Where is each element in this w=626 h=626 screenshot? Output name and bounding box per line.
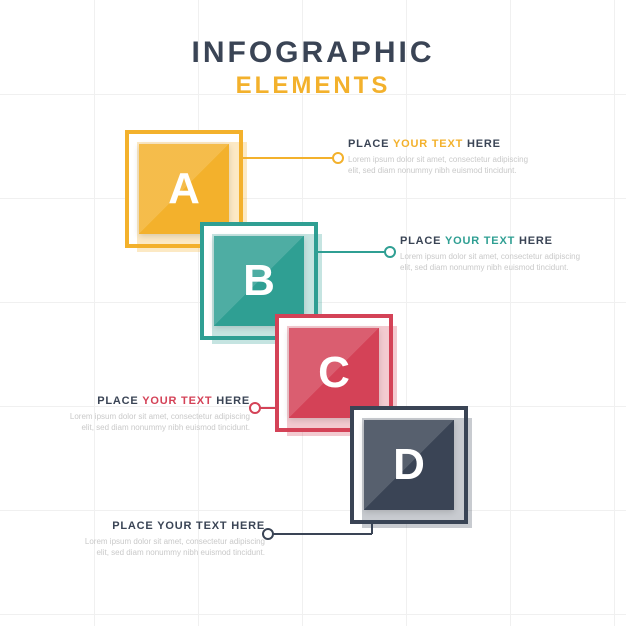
step-body: Lorem ipsum dolor sit amet, consectetur … <box>400 251 590 273</box>
step-body: Lorem ipsum dolor sit amet, consectetur … <box>75 536 265 558</box>
connector-dot <box>384 246 396 258</box>
step-body: Lorem ipsum dolor sit amet, consectetur … <box>60 411 250 433</box>
step-letter-a: A <box>139 144 229 234</box>
headline-prefix: PLACE <box>112 520 157 532</box>
headline-prefix: PLACE <box>400 235 445 247</box>
step-headline: PLACE YOUR TEXT HERE <box>60 395 250 407</box>
connector-dot <box>332 152 344 164</box>
connector-line <box>318 251 390 253</box>
headline-prefix: PLACE <box>348 138 393 150</box>
step-body: Lorem ipsum dolor sit amet, consectetur … <box>348 154 538 176</box>
connector-dot <box>249 402 261 414</box>
connector-line <box>268 533 372 535</box>
step-text-d: PLACE YOUR TEXT HERE Lorem ipsum dolor si… <box>75 520 265 558</box>
step-letter-c: C <box>289 328 379 418</box>
headline-accent: YOUR TEXT <box>393 138 463 150</box>
infographic-canvas: A PLACE YOUR TEXT HERE Lorem ipsum dolor s… <box>0 0 626 626</box>
step-text-a: PLACE YOUR TEXT HERE Lorem ipsum dolor si… <box>348 138 538 176</box>
step-letter-d: D <box>364 420 454 510</box>
headline-suffix: HERE <box>227 520 265 532</box>
connector-dot <box>262 528 274 540</box>
step-square-d: D <box>350 406 468 524</box>
headline-suffix: HERE <box>515 235 553 247</box>
connector-line <box>243 157 338 159</box>
step-text-b: PLACE YOUR TEXT HERE Lorem ipsum dolor si… <box>400 235 590 273</box>
step-headline: PLACE YOUR TEXT HERE <box>348 138 538 150</box>
step-headline: PLACE YOUR TEXT HERE <box>75 520 265 532</box>
step-text-c: PLACE YOUR TEXT HERE Lorem ipsum dolor si… <box>60 395 250 433</box>
headline-suffix: HERE <box>463 138 501 150</box>
headline-accent: YOUR TEXT <box>157 520 227 532</box>
step-headline: PLACE YOUR TEXT HERE <box>400 235 590 247</box>
step-letter-b: B <box>214 236 304 326</box>
headline-accent: YOUR TEXT <box>142 395 212 407</box>
headline-prefix: PLACE <box>97 395 142 407</box>
headline-suffix: HERE <box>212 395 250 407</box>
headline-accent: YOUR TEXT <box>445 235 515 247</box>
